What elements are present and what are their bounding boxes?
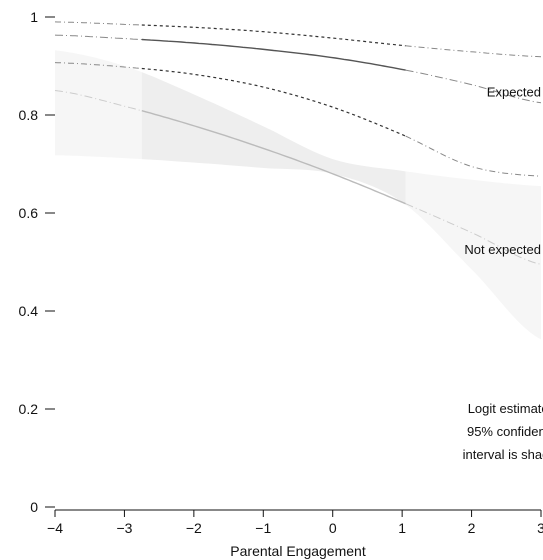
x-axis-title: Parental Engagement xyxy=(230,543,366,559)
ci-bound-lower-extrapolated-right xyxy=(405,135,542,177)
ci-bound-lower-observed xyxy=(141,67,406,137)
annotation-note-line: Logit estimates: xyxy=(468,401,543,416)
x-tick-label: 0 xyxy=(329,520,337,536)
confidence-band-2-2 xyxy=(141,72,406,205)
series-lines xyxy=(54,34,542,265)
x-tick-label: −1 xyxy=(255,520,271,536)
series-extrapolation-right-2 xyxy=(405,203,542,265)
confidence-band-2-1 xyxy=(55,50,142,160)
y-axis: 0 0.2 0.4 0.6 0.8 1 xyxy=(19,9,55,515)
confidence-bands xyxy=(55,50,541,340)
x-tick-label: −4 xyxy=(47,520,63,536)
y-tick-label: 0.6 xyxy=(19,205,39,221)
y-tick-label: 0.8 xyxy=(19,107,39,123)
annotation-series-label: Not expected xyxy=(464,242,541,257)
annotation-note-line: interval is shaded xyxy=(463,447,543,462)
x-tick-label: 1 xyxy=(398,520,406,536)
y-tick-label: 0.4 xyxy=(19,303,39,319)
y-tick-label: 1 xyxy=(30,9,38,25)
x-tick-label: −2 xyxy=(186,520,202,536)
x-axis: −4 −3 −2 −1 0 1 2 3 xyxy=(47,509,543,536)
annotation-series-label: Expected xyxy=(487,84,541,99)
series-line-1 xyxy=(141,38,406,71)
ci-bound-upper-observed xyxy=(141,24,406,47)
series-extrapolation-left-1 xyxy=(54,34,142,40)
ci-bound-upper-extrapolated-left xyxy=(54,21,142,26)
x-tick-label: 2 xyxy=(468,520,476,536)
annotations: Expected Not expected Logit estimates: 95% … xyxy=(463,84,543,462)
y-tick-label: 0 xyxy=(30,499,38,515)
series-line-2 xyxy=(141,110,406,205)
y-tick-label: 0.2 xyxy=(19,401,39,417)
annotation-note-line: 95% confidence xyxy=(467,424,543,439)
series-extrapolation-right-1 xyxy=(405,69,542,104)
x-tick-label: −3 xyxy=(116,520,132,536)
ci-dashed-lines xyxy=(54,21,542,177)
x-tick-label: 3 xyxy=(537,520,543,536)
ci-bound-lower-extrapolated-left xyxy=(54,62,142,69)
ci-bound-upper-extrapolated-right xyxy=(405,45,542,58)
confidence-band-2-3 xyxy=(405,171,541,340)
